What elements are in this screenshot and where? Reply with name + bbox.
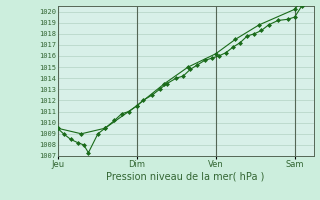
X-axis label: Pression niveau de la mer( hPa ): Pression niveau de la mer( hPa ): [107, 172, 265, 182]
